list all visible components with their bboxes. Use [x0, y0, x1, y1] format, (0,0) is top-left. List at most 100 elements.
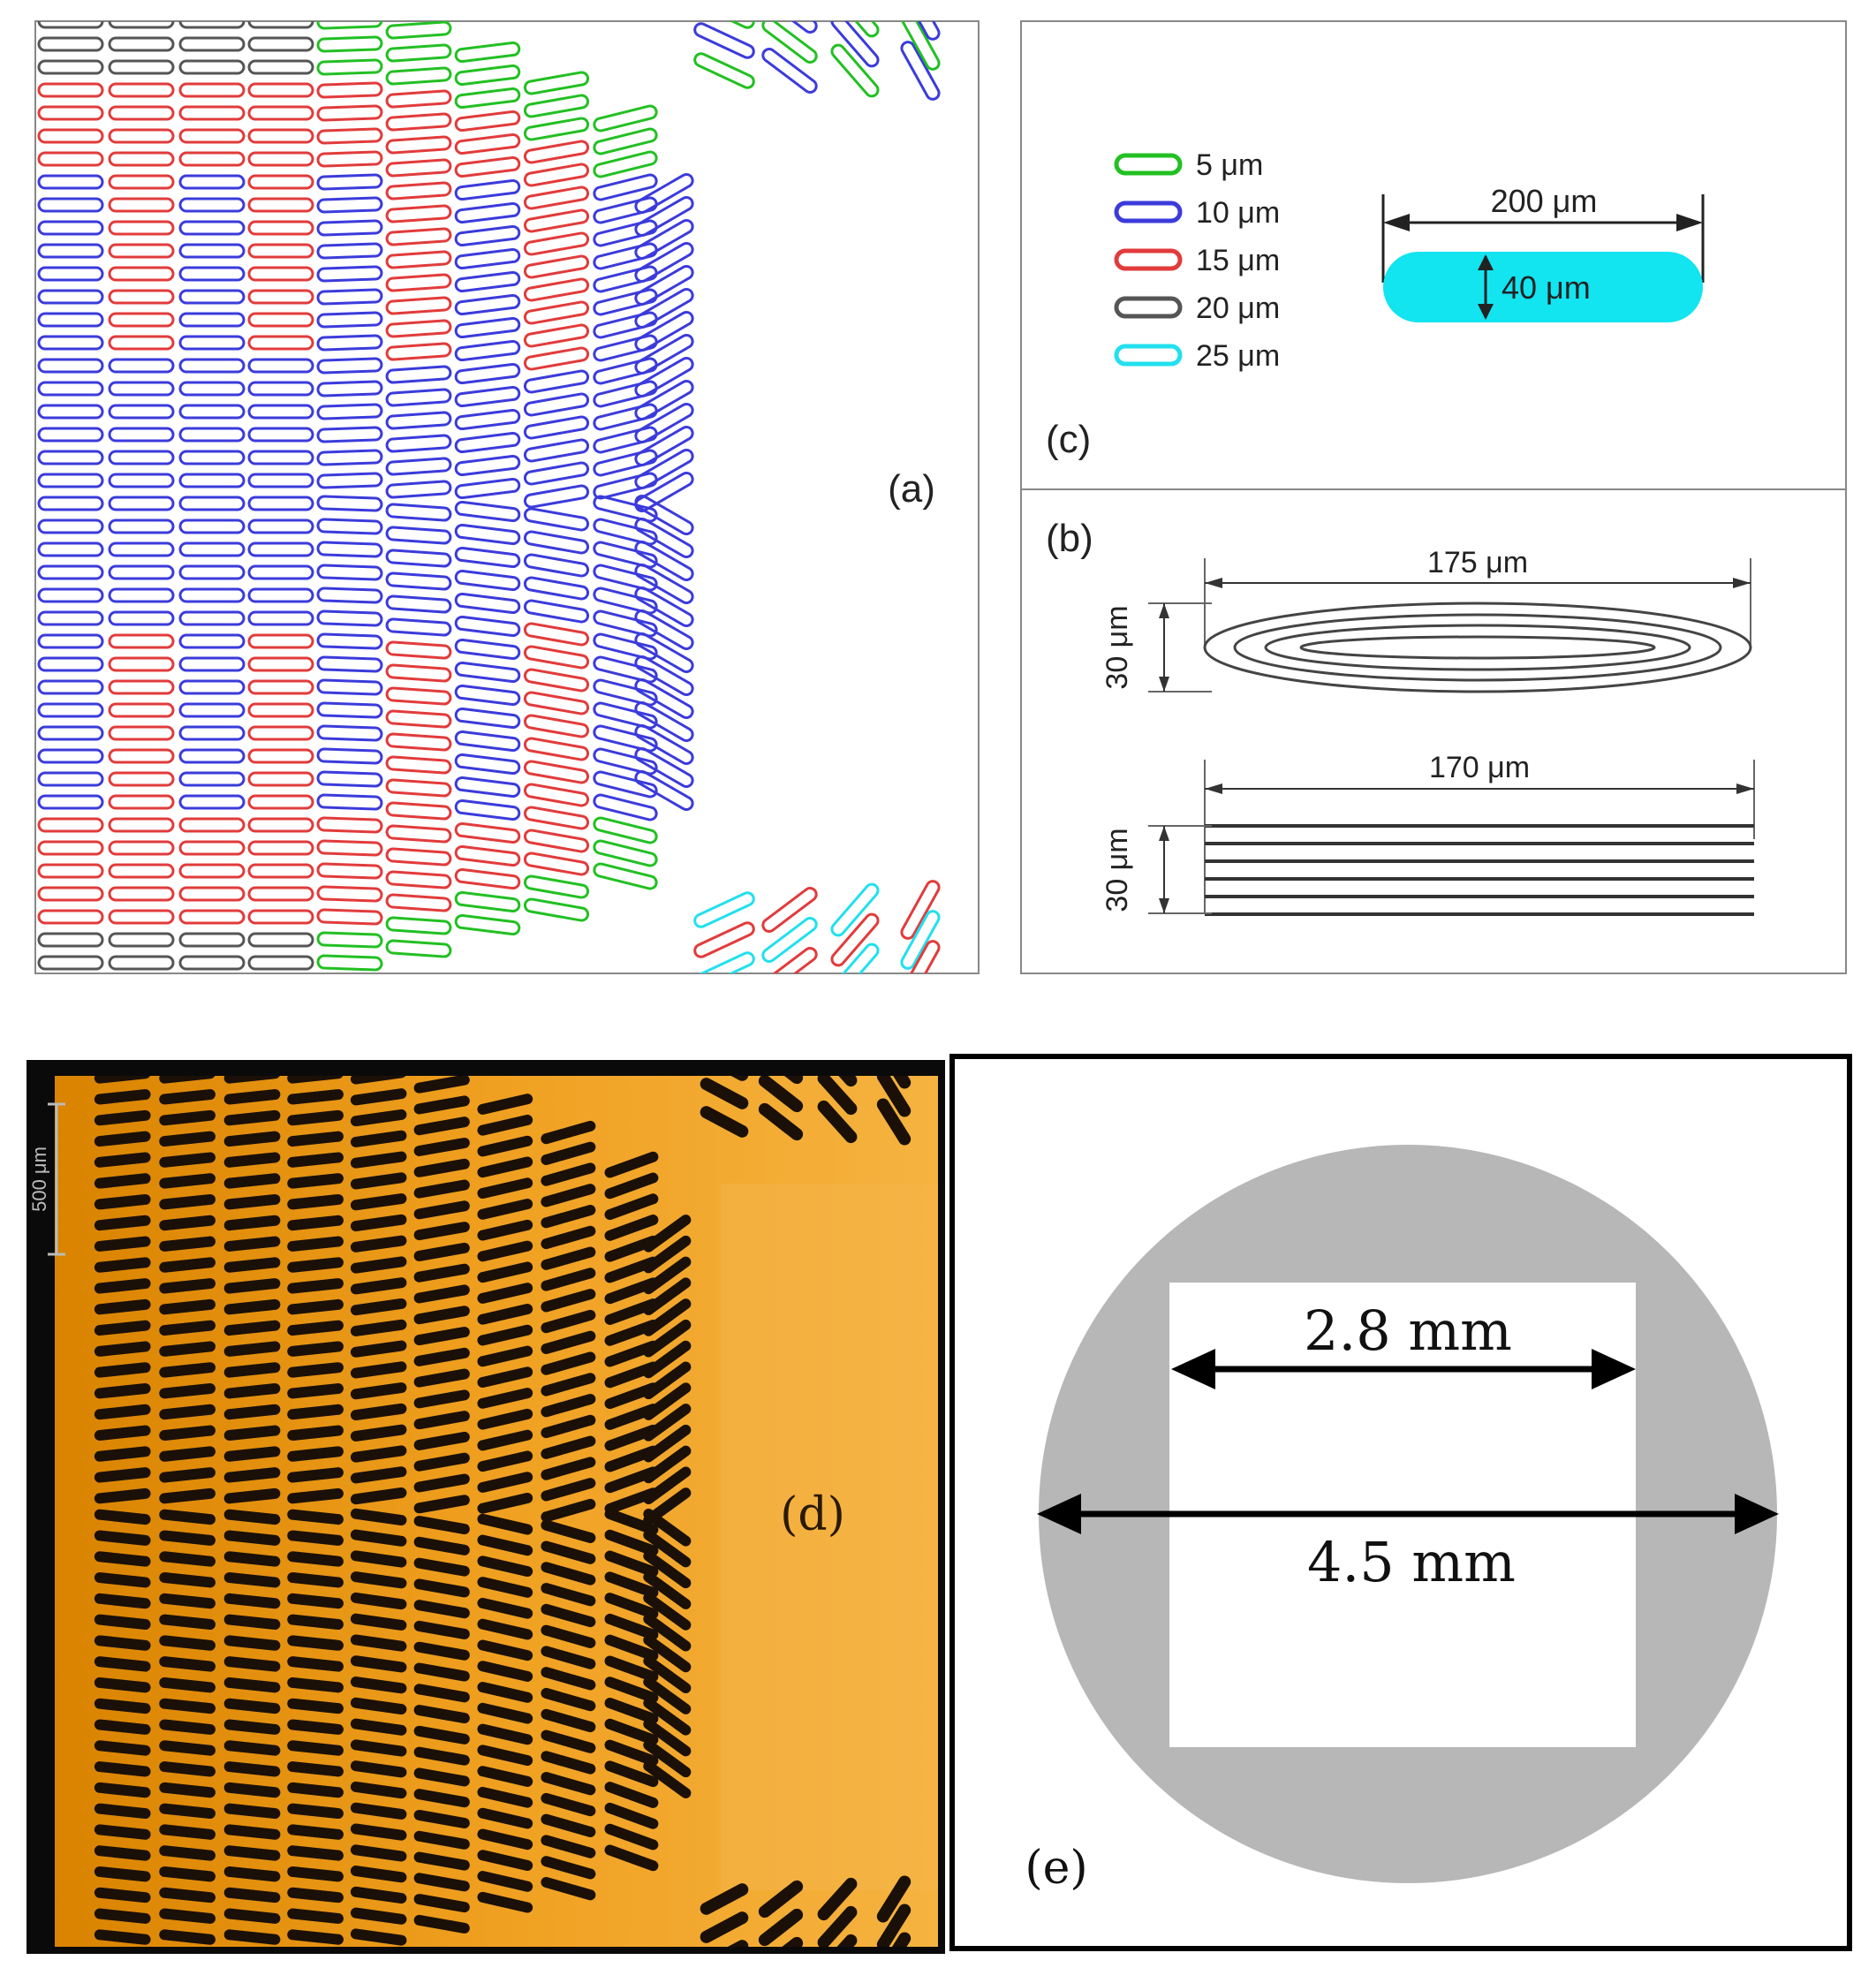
pillar-dark [223, 1320, 281, 1336]
pillar-dark [604, 1802, 659, 1829]
pillar-outline [593, 403, 658, 431]
pillar-outline [523, 438, 590, 463]
panel-b-label: (b) [1046, 517, 1093, 560]
pillar-dark [159, 1572, 216, 1588]
pillar-dark [223, 1929, 281, 1945]
pillar-outline [108, 266, 175, 282]
pillar-outline [178, 289, 246, 305]
pillar-dark [604, 1760, 659, 1788]
pillar-dark [643, 1340, 692, 1379]
pillar-dark [604, 1698, 659, 1724]
pillar-dark [94, 1152, 151, 1168]
pillar-dark [350, 1298, 407, 1316]
pillar-dark [287, 1215, 344, 1231]
pillar-outline [178, 128, 246, 144]
pillar-dark [541, 1772, 596, 1796]
pillar-outline [108, 863, 175, 879]
pillar-dark [287, 1109, 344, 1126]
pillar-dark [223, 1382, 281, 1399]
pillar-dark [413, 1746, 470, 1766]
pillar-dark [94, 1803, 151, 1820]
pillar-outline [385, 503, 452, 522]
pillar-dark [159, 1109, 216, 1126]
pillar-dark [223, 1866, 281, 1882]
pillar-dark [604, 1676, 659, 1704]
pillar-outline [316, 426, 383, 443]
pillar-outline [108, 105, 175, 121]
inner-dimension-label: 2.8 mm [1304, 1298, 1512, 1363]
pillar-outline [454, 41, 521, 64]
pillar-outline [454, 64, 521, 87]
pillar-dark [223, 1467, 281, 1483]
pillar-outline [316, 265, 383, 283]
pillar-outline [178, 863, 246, 879]
pillar-dark [817, 1076, 858, 1087]
pillar-outline [523, 369, 590, 394]
pillar-outline [247, 289, 314, 305]
pillar-dark [94, 1298, 151, 1315]
pillar-dark [413, 1641, 470, 1661]
pillar-dark [350, 1088, 407, 1106]
pillar-outline [108, 955, 175, 971]
pillar-outline [385, 342, 452, 361]
pillar-dark [413, 1684, 470, 1703]
pillar-dark [287, 1298, 344, 1315]
arrowhead-right [1736, 783, 1754, 794]
pillar-dark [477, 1828, 533, 1851]
pillar-dark [541, 1246, 596, 1270]
pillar-dark [413, 1411, 470, 1430]
pillar-dark [350, 1844, 407, 1862]
pillar-outline [178, 197, 246, 213]
pillar-dark [413, 1431, 470, 1450]
pillar-dark [758, 1908, 804, 1947]
pillar-outline [634, 701, 694, 742]
pillar-dark [223, 1761, 281, 1777]
pillar-outline [247, 381, 314, 397]
pillar-outline [37, 656, 104, 672]
pillar-dark [159, 1076, 216, 1084]
pillar-outline [634, 219, 694, 260]
pillar-outline [385, 457, 452, 476]
pillar-dark [94, 1089, 151, 1105]
pillar-outline [523, 185, 590, 210]
pillar-outline [385, 824, 452, 844]
pillar-outline [634, 495, 694, 535]
pillar-dark [287, 1425, 344, 1441]
pillar-dark [876, 1098, 912, 1146]
pillar-dark [541, 1351, 596, 1375]
pillar-outline [830, 43, 880, 98]
pillar-outline [523, 599, 590, 624]
pillar-outline [247, 840, 314, 856]
pillar-outline [178, 312, 246, 328]
pillar-dark [350, 1529, 407, 1547]
pillar-dark [477, 1345, 533, 1367]
pillar-dark [159, 1131, 216, 1147]
pillar-outline [37, 427, 104, 443]
pillar-outline [385, 296, 452, 315]
pillar-outline [523, 806, 590, 830]
pillar-outline [385, 686, 452, 706]
pillar-dark [287, 1676, 344, 1693]
pillar-outline [634, 609, 694, 650]
pillar-outline [37, 450, 104, 465]
pillar-outline [454, 798, 521, 821]
pillar-outline [634, 288, 694, 329]
pillar-dark [413, 1452, 470, 1472]
pillar-outline [108, 610, 175, 626]
ellipse-width-label: 175 μm [1427, 546, 1528, 579]
pillar-dark [477, 1534, 533, 1556]
pillar-outline [178, 909, 246, 925]
pillar-dark [643, 1718, 692, 1757]
pillar-dark [604, 1215, 659, 1241]
pillar-dark [604, 1361, 659, 1389]
pillar-outline [454, 247, 521, 270]
pillar-dark [94, 1908, 151, 1924]
pillar-dark [94, 1341, 151, 1357]
pillar-outline [178, 610, 246, 626]
pillar-dark [413, 1516, 470, 1535]
pillar-dark [541, 1141, 596, 1165]
pillar-dark [223, 1824, 281, 1840]
pillar-dark [477, 1429, 533, 1451]
pillar-dark [643, 1404, 692, 1442]
pillar-dark [223, 1089, 281, 1105]
